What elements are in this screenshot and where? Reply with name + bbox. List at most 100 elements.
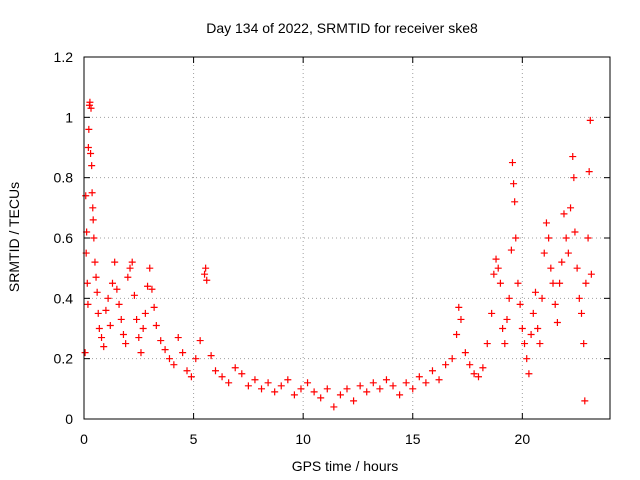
data-point [108, 279, 116, 287]
data-point [94, 309, 102, 317]
data-point [212, 367, 219, 375]
data-point [150, 303, 158, 311]
data-point [141, 309, 149, 317]
data-points [81, 98, 595, 411]
data-point [207, 352, 215, 360]
data-point [479, 364, 487, 372]
data-point [86, 98, 94, 106]
data-point [567, 204, 575, 212]
data-point [569, 153, 577, 161]
data-point [428, 367, 436, 375]
data-point [93, 288, 101, 296]
data-point [580, 340, 588, 348]
data-point [87, 150, 95, 158]
data-point [317, 394, 325, 402]
data-point [556, 279, 564, 287]
data-point [511, 198, 519, 206]
data-point [585, 168, 593, 176]
data-point [435, 376, 443, 384]
y-tick-label: 1 [65, 109, 73, 125]
data-point [534, 325, 542, 332]
data-point [98, 334, 106, 342]
data-point [545, 234, 553, 242]
data-point [89, 216, 97, 224]
data-point [514, 279, 522, 287]
data-point [304, 379, 312, 387]
data-point [84, 144, 92, 151]
data-point [516, 300, 524, 308]
x-tick-label: 15 [405, 431, 421, 447]
y-tick-label: 0.8 [54, 170, 74, 186]
data-point [104, 294, 112, 302]
x-tick-label: 0 [80, 431, 88, 447]
data-point [547, 264, 555, 272]
data-point [499, 325, 507, 332]
data-point [376, 385, 384, 393]
data-point [470, 370, 478, 378]
data-point [244, 382, 252, 390]
data-point [115, 300, 123, 308]
data-point [91, 258, 99, 266]
data-point [542, 219, 550, 227]
data-point [179, 349, 187, 357]
data-point [382, 376, 390, 384]
data-point [174, 334, 182, 342]
data-point [336, 391, 344, 399]
data-point [81, 349, 89, 357]
data-point [90, 234, 98, 242]
data-point [402, 379, 410, 387]
data-point [133, 315, 141, 323]
data-point [100, 343, 108, 351]
y-tick-label: 1.2 [54, 49, 74, 65]
data-point [570, 174, 578, 182]
data-point [575, 294, 583, 302]
data-point [124, 273, 132, 281]
data-point [264, 379, 272, 387]
data-point [277, 382, 285, 390]
data-point [128, 258, 136, 266]
data-point [297, 385, 305, 393]
data-point [415, 373, 423, 381]
data-point [137, 349, 145, 357]
data-point [330, 403, 338, 411]
data-point [492, 255, 500, 263]
data-point [92, 273, 100, 281]
data-point [102, 306, 110, 314]
data-point [170, 361, 178, 369]
chart-title: Day 134 of 2022, SRMTID for receiver ske… [206, 20, 478, 36]
data-point [152, 321, 160, 329]
data-point [343, 385, 351, 393]
data-point [225, 379, 233, 387]
data-point [558, 258, 566, 266]
data-point [139, 325, 147, 332]
data-point [161, 346, 169, 354]
data-point [83, 279, 91, 287]
data-point [122, 340, 130, 348]
data-point [369, 379, 377, 387]
data-point [196, 337, 204, 345]
data-point [409, 385, 417, 393]
data-point [88, 189, 96, 197]
data-point [290, 391, 298, 399]
data-point [453, 331, 461, 339]
data-point [126, 264, 134, 272]
y-tick-label: 0.6 [54, 230, 74, 246]
data-point [231, 364, 239, 372]
data-point [523, 355, 531, 363]
data-point [238, 370, 246, 378]
data-point [501, 340, 509, 348]
data-point [106, 321, 114, 329]
data-point [165, 355, 173, 363]
data-point [562, 234, 570, 242]
data-point [218, 373, 226, 381]
data-point [202, 264, 210, 272]
x-axis-ticks: 0 5 10 15 20 [80, 57, 530, 447]
data-point [488, 309, 496, 317]
data-point [130, 291, 138, 299]
data-point [350, 397, 358, 405]
data-point [89, 204, 97, 212]
y-tick-label: 0 [65, 411, 73, 427]
data-point [84, 300, 92, 308]
data-point [518, 325, 526, 332]
